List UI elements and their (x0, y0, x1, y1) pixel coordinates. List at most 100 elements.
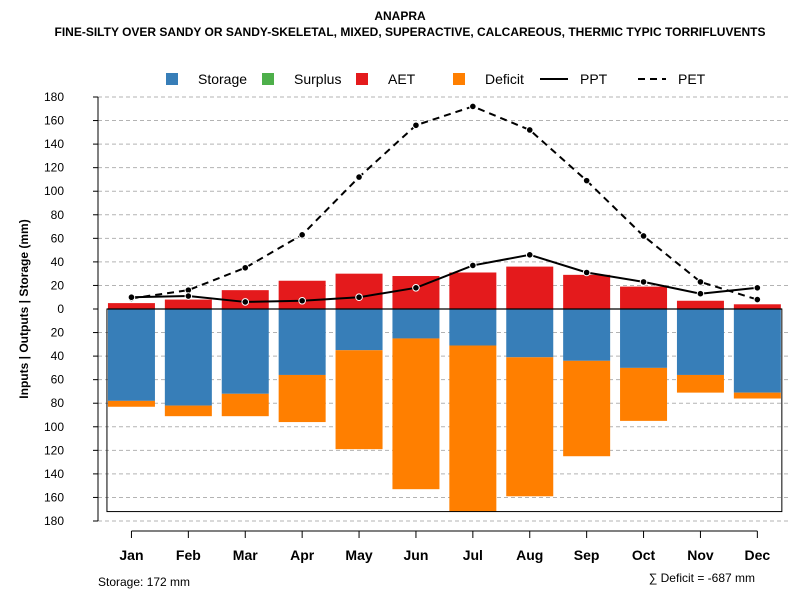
deficit-bar-jun (392, 338, 440, 490)
pet-line (131, 105, 758, 301)
x-tick-label-oct: Oct (632, 547, 656, 563)
x-tick-label-mar: Mar (233, 547, 258, 563)
y-tick-label: 180 (44, 514, 64, 528)
x-tick-label-jul: Jul (463, 547, 483, 563)
aet-bar-jan (107, 303, 155, 309)
ppt-point-nov (696, 289, 705, 298)
ppt-point-jul (469, 261, 477, 270)
ppt-point-may (355, 293, 363, 302)
aet-bar-apr (278, 280, 326, 309)
storage-bar-may (335, 309, 383, 351)
aet-bar-dec (733, 304, 781, 309)
series-lines (127, 102, 762, 306)
storage-bar-jul (449, 309, 497, 346)
ppt-line (131, 253, 758, 303)
axes: 180 160 140 120 100 80 60 40 20 0 20 40 60 80 100 120 14… (44, 90, 770, 563)
aet-bar-sep (563, 274, 611, 309)
x-tick-label-dec: Dec (745, 547, 771, 563)
legend-swatch-deficit (453, 73, 465, 85)
x-tick-label-aug: Aug (516, 547, 543, 563)
x-tick-label-may: May (345, 547, 372, 563)
x-tick-label-nov: Nov (687, 547, 714, 563)
pet-point-oct (639, 232, 648, 240)
y-tick-label: 100 (44, 420, 64, 434)
ppt-point-jan (127, 293, 136, 302)
legend-swatch-aet (356, 73, 368, 85)
x-tick-label-jun: Jun (404, 547, 429, 563)
deficit-bar-feb (164, 405, 212, 417)
y-tick-label: 100 (44, 184, 64, 198)
storage-bar-dec (733, 309, 781, 393)
deficit-bar-dec (733, 392, 781, 399)
legend: Storage Surplus AET Deficit PPT PET (166, 71, 706, 87)
aet-bar-oct (620, 286, 668, 309)
deficit-bar-oct (620, 367, 668, 421)
y-tick-label: 180 (44, 90, 64, 104)
ppt-point-jun (412, 284, 420, 292)
y-tick-label: 120 (44, 161, 64, 175)
y-tick-label: 80 (51, 396, 65, 410)
pet-point-dec (753, 295, 762, 304)
storage-footnote: Storage: 172 mm (98, 575, 190, 589)
pet-point-may (355, 173, 363, 181)
pet-point-apr (298, 231, 306, 239)
storage-bar-mar (221, 309, 269, 394)
ppt-point-apr (298, 296, 306, 305)
ppt-point-dec (753, 284, 762, 292)
y-tick-label: 0 (57, 302, 64, 316)
y-tick-label: 120 (44, 443, 64, 457)
legend-label-storage: Storage (198, 71, 247, 87)
ppt-point-oct (639, 278, 648, 286)
storage-bar-oct (620, 309, 668, 368)
y-tick-label: 60 (51, 231, 65, 245)
x-tick-label-apr: Apr (290, 547, 315, 563)
legend-swatch-storage (166, 73, 178, 85)
chart-title: ANAPRA (374, 9, 426, 23)
aet-bar-may (335, 273, 383, 309)
y-tick-label: 20 (51, 278, 65, 292)
y-tick-label: 20 (51, 326, 65, 340)
x-tick-label-feb: Feb (176, 547, 201, 563)
legend-label-ppt: PPT (580, 71, 608, 87)
pet-point-sep (582, 176, 591, 185)
deficit-bar-nov (676, 374, 724, 393)
x-tick-label-sep: Sep (574, 547, 600, 563)
legend-label-aet: AET (388, 71, 416, 87)
deficit-bar-jul (449, 345, 497, 512)
legend-label-surplus: Surplus (294, 71, 341, 87)
storage-bar-jan (107, 309, 155, 401)
ppt-point-aug (525, 251, 534, 259)
deficit-bar-mar (221, 393, 269, 417)
deficit-footnote: ∑ Deficit = -687 mm (649, 571, 755, 585)
deficit-bar-sep (563, 360, 611, 457)
chart-subtitle: FINE-SILTY OVER SANDY OR SANDY-SKELETAL,… (55, 25, 766, 39)
storage-bar-aug (506, 309, 554, 358)
x-tick-label-jan: Jan (119, 547, 143, 563)
storage-bar-sep (563, 309, 611, 361)
pet-point-jul (469, 102, 477, 111)
y-axis-label: Inputs | Outputs | Storage (mm) (17, 219, 31, 398)
deficit-bar-aug (506, 357, 554, 497)
y-tick-label: 40 (51, 349, 65, 363)
deficit-bar-jan (107, 400, 155, 407)
aet-bar-aug (506, 266, 554, 309)
storage-bar-nov (676, 309, 724, 375)
aet-bar-feb (164, 299, 212, 309)
y-tick-label: 40 (51, 255, 65, 269)
ppt-point-feb (184, 292, 193, 300)
deficit-bar-apr (278, 374, 326, 423)
y-tick-label: 60 (51, 373, 65, 387)
legend-label-pet: PET (678, 71, 706, 87)
grid-lines (98, 96, 790, 522)
y-tick-label: 160 (44, 490, 64, 504)
legend-swatch-surplus (262, 73, 274, 85)
aet-bar-nov (676, 300, 724, 309)
pet-point-mar (241, 263, 250, 272)
storage-bar-apr (278, 309, 326, 375)
aet-bar-jul (449, 272, 497, 309)
y-tick-label: 140 (44, 467, 64, 481)
storage-bar-feb (164, 309, 212, 406)
y-tick-label: 80 (51, 208, 65, 222)
ppt-point-sep (582, 268, 591, 277)
